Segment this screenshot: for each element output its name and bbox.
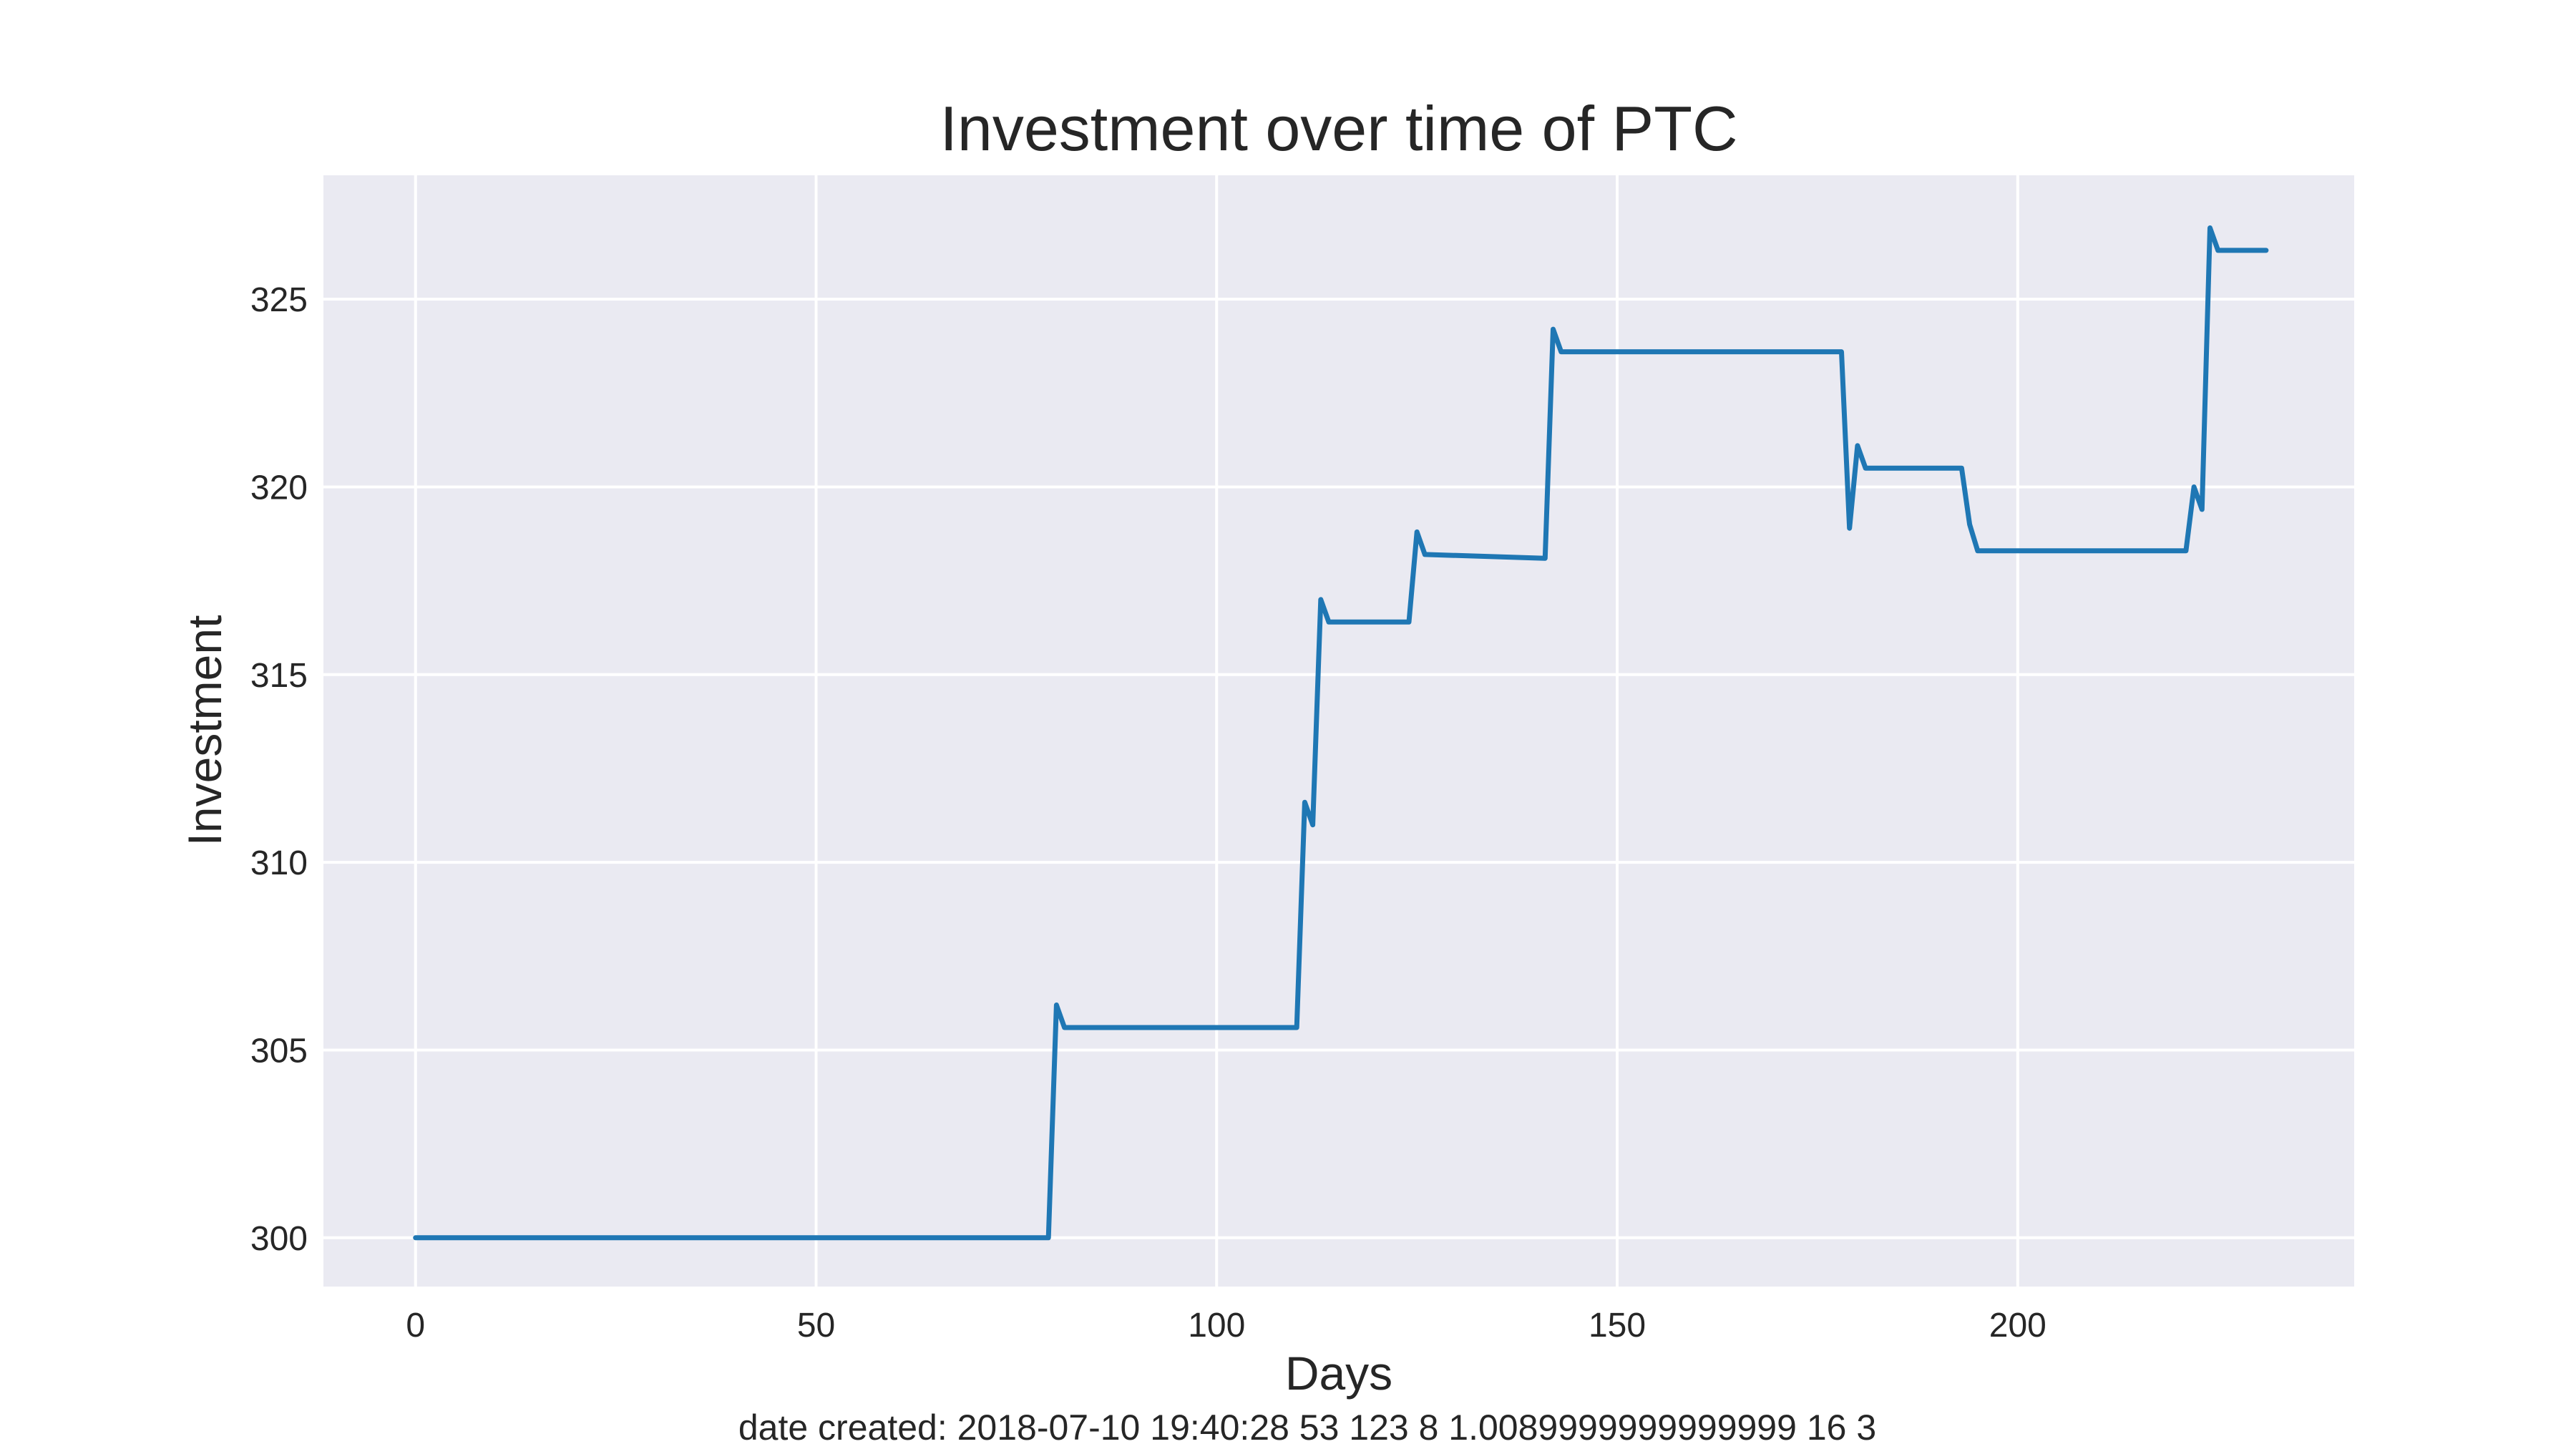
x-tick-labels: 0 50 100 150 200 xyxy=(406,1307,2046,1345)
x-tick-label: 0 xyxy=(406,1307,425,1345)
y-tick-label: 310 xyxy=(250,844,308,882)
y-tick-label: 320 xyxy=(250,469,308,507)
series-line-0 xyxy=(413,225,2269,1241)
x-gridlines xyxy=(414,175,2019,1287)
series-layer xyxy=(413,225,2269,1241)
y-tick-label: 305 xyxy=(250,1032,308,1070)
x-tick-label: 100 xyxy=(1188,1307,1245,1345)
y-tick-label: 325 xyxy=(250,281,308,319)
y-tick-labels: 300 305 310 315 320 325 xyxy=(250,281,308,1258)
x-tick-label: 50 xyxy=(797,1307,835,1345)
plot-area xyxy=(323,175,2354,1287)
y-tick-label: 300 xyxy=(250,1220,308,1258)
chart-title: Investment over time of PTC xyxy=(940,93,1737,164)
x-tick-label: 150 xyxy=(1589,1307,1646,1345)
date-created-footer: date created: 2018-07-10 19:40:28 53 123… xyxy=(738,1407,1876,1448)
x-axis-label: Days xyxy=(1285,1347,1392,1400)
y-axis-label: Investment xyxy=(178,615,231,847)
y-tick-label: 315 xyxy=(250,657,308,695)
x-tick-label: 200 xyxy=(1989,1307,2046,1345)
